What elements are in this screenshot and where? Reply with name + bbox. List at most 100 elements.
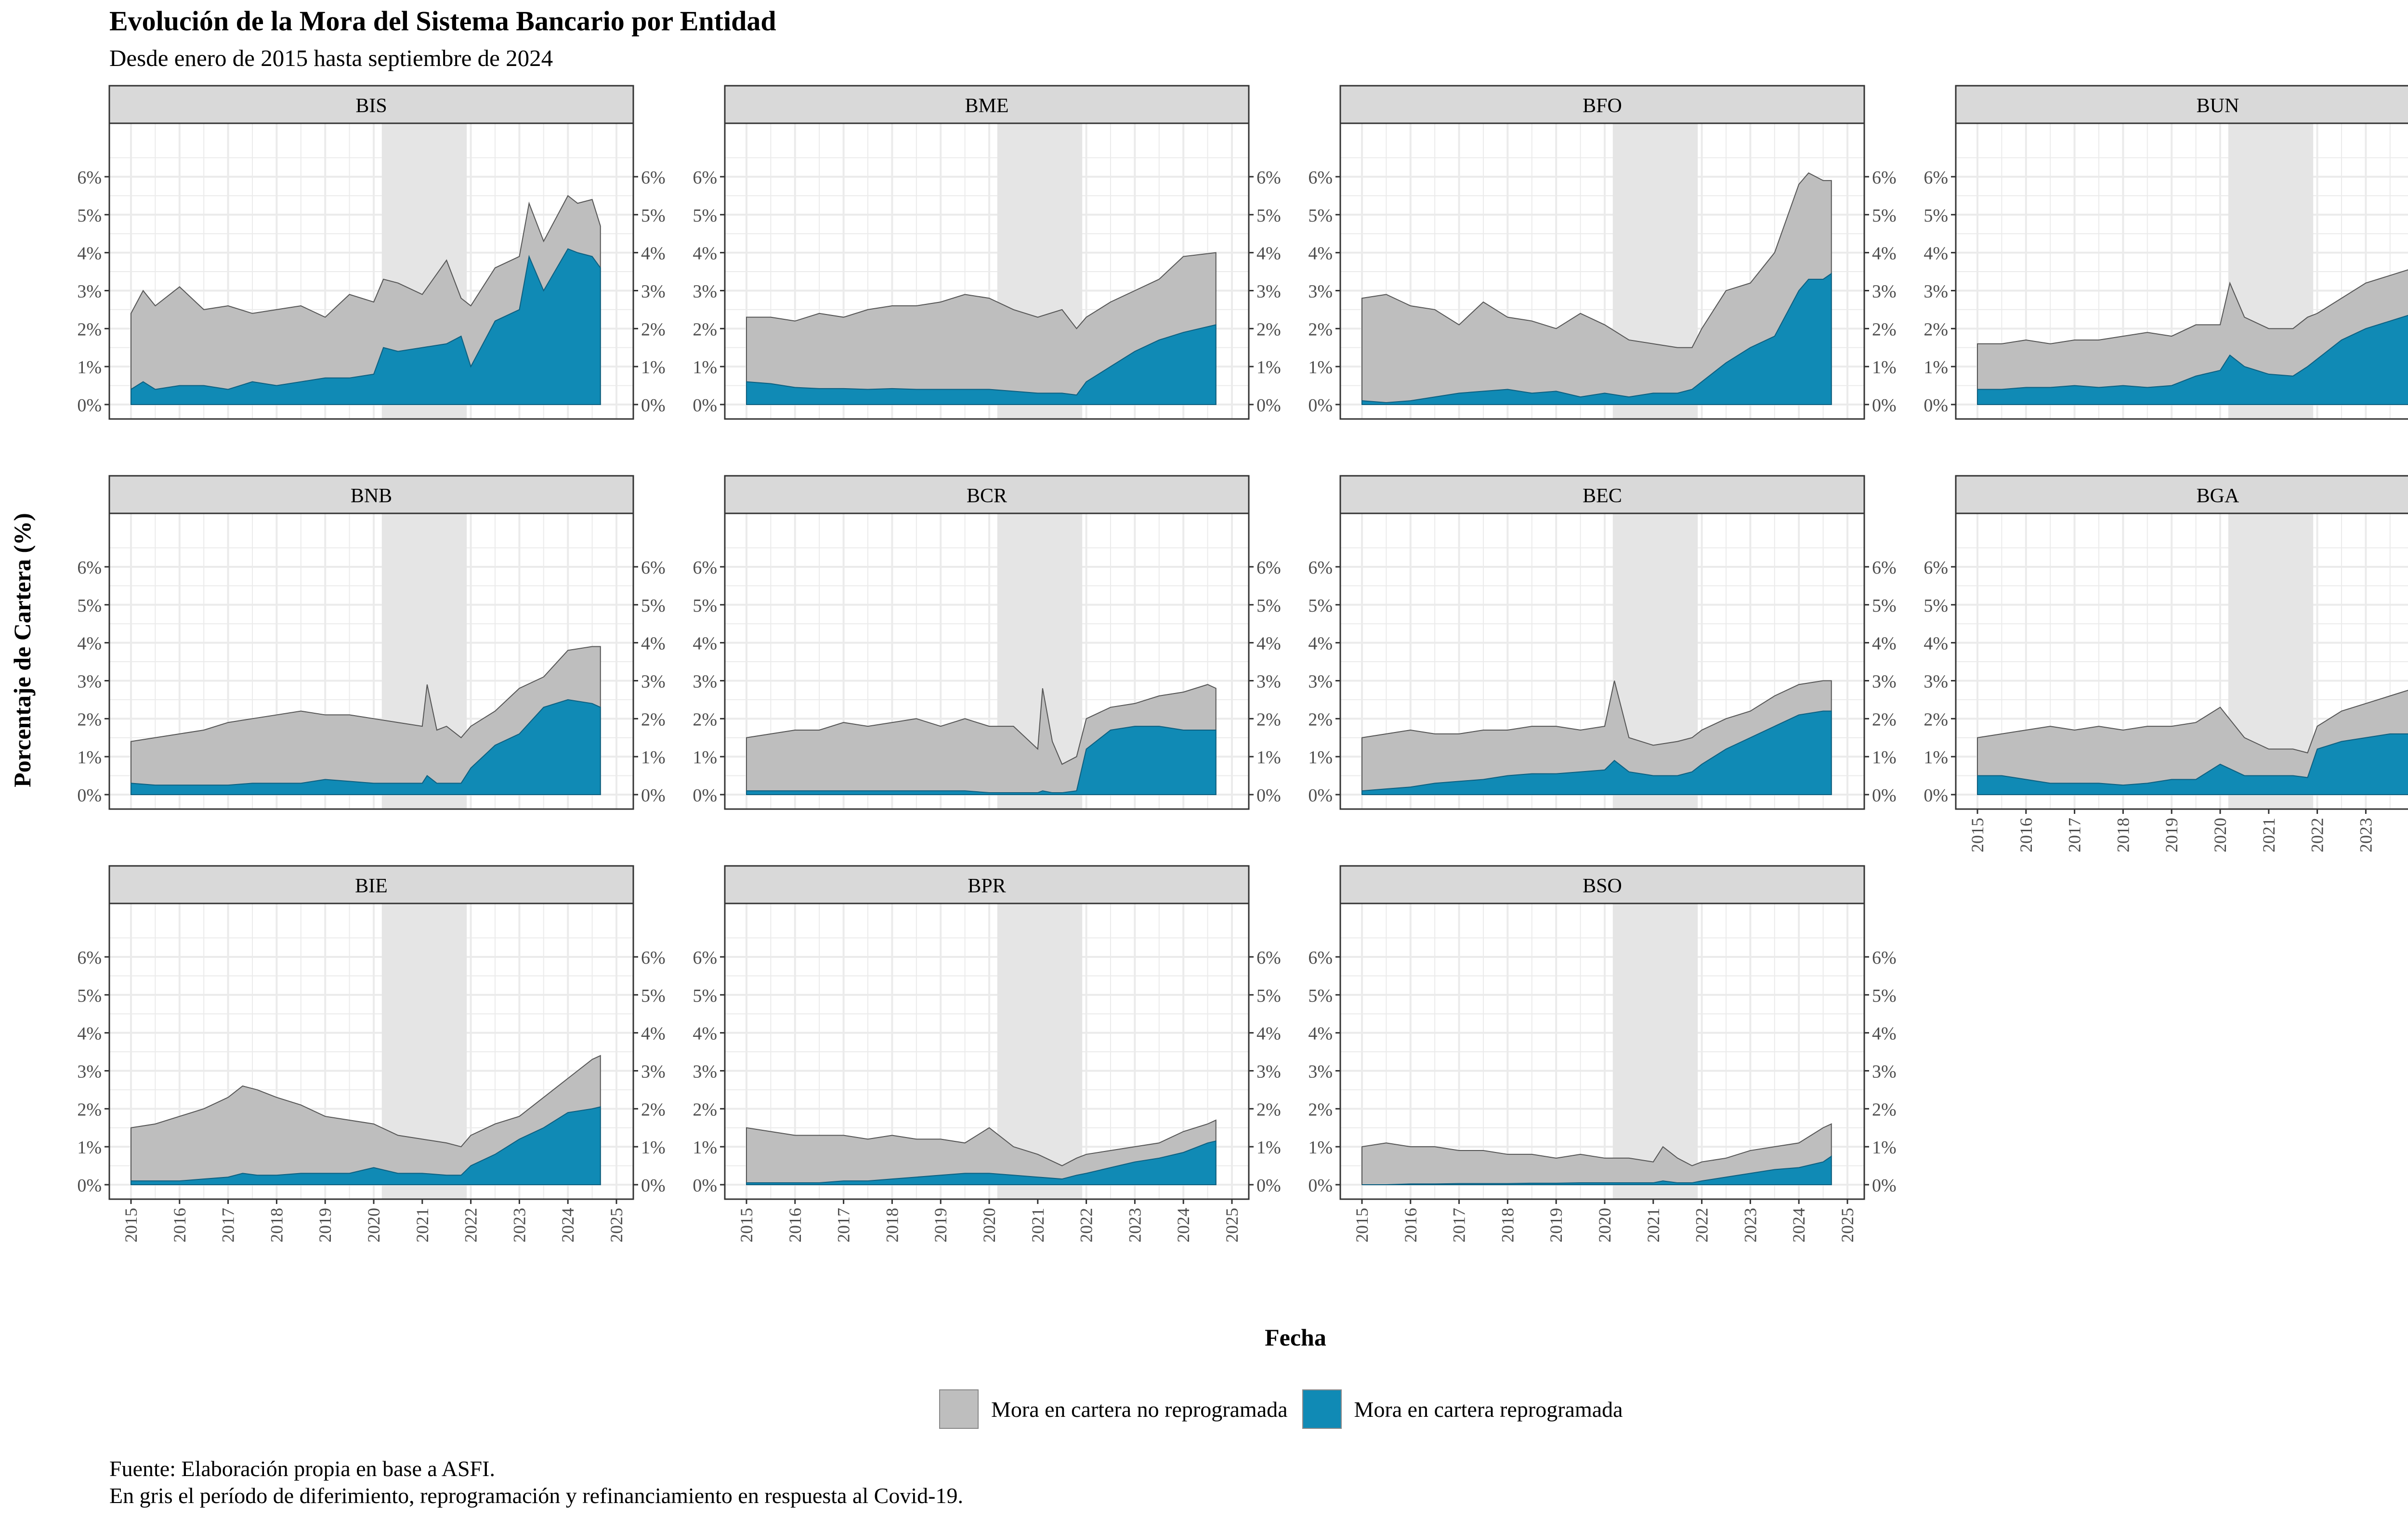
y-tick-label: 1% (1924, 357, 1948, 378)
y-tick-label: 5% (641, 206, 666, 226)
y-tick-label: 0% (1308, 785, 1333, 806)
x-tick-label: 2015 (1352, 1208, 1372, 1242)
x-tick-label: 2025 (607, 1208, 626, 1242)
facet-bme: BME 0% 0% 1% 1% 2% 2% 3% 3% 4% 4% 5% 5% 6% 6% (693, 85, 1281, 420)
y-tick-label: 0% (641, 1176, 666, 1196)
facet-bfo: BFO 0% 0% 1% 1% 2% 2% 3% 3% 4% 4% 5% 5% 6% 6% (1308, 85, 1897, 420)
y-tick-label: 6% (1872, 168, 1897, 188)
y-tick-label: 2% (1872, 709, 1897, 730)
y-tick-label: 1% (1872, 357, 1897, 378)
facet-strip-label: BUN (2197, 95, 2239, 117)
x-tick-label: 2022 (1077, 1208, 1096, 1242)
y-tick-label: 5% (1308, 206, 1333, 226)
y-tick-label: 6% (1924, 558, 1948, 578)
x-tick-label: 2017 (219, 1208, 238, 1242)
y-tick-label: 3% (1924, 281, 1948, 301)
caption-note: En gris el período de diferimiento, repr… (109, 1483, 963, 1508)
facet-strip-label: BPR (968, 875, 1006, 897)
x-axis-label: Fecha (1265, 1324, 1326, 1351)
y-tick-label: 2% (1872, 1099, 1897, 1120)
y-tick-label: 2% (1872, 319, 1897, 340)
area-reprogramada (1977, 733, 2408, 795)
x-tick-label: 2019 (315, 1208, 335, 1242)
y-tick-label: 6% (693, 558, 717, 578)
y-tick-label: 0% (1256, 785, 1281, 806)
y-tick-label: 0% (1872, 1176, 1897, 1196)
area-reprogramada (746, 1140, 1217, 1185)
area-reprogramada (131, 1106, 601, 1185)
area-no-reprogramada (746, 1119, 1217, 1185)
y-tick-label: 0% (693, 395, 717, 416)
y-tick-label: 3% (641, 1061, 666, 1082)
x-tick-label: 2022 (461, 1208, 481, 1242)
y-tick-label: 1% (77, 357, 102, 378)
y-tick-label: 5% (77, 596, 102, 616)
panel-border (1955, 122, 2408, 420)
y-tick-label: 1% (1872, 747, 1897, 768)
y-tick-label: 6% (693, 948, 717, 968)
y-tick-label: 0% (641, 395, 666, 416)
y-tick-label: 4% (1924, 634, 1948, 654)
x-tick-label: 2020 (2211, 818, 2230, 852)
y-tick-label: 5% (641, 596, 666, 616)
facet-strip-label: BSO (1583, 875, 1622, 897)
y-tick-label: 6% (1872, 948, 1897, 968)
y-tick-label: 2% (1256, 319, 1281, 340)
facet-strip-label: BIS (355, 95, 387, 117)
x-tick-label: 2021 (1644, 1208, 1663, 1242)
y-tick-label: 6% (641, 558, 666, 578)
y-tick-label: 5% (77, 206, 102, 226)
legend-item-reprogramada: Mora en cartera reprogramada (1302, 1389, 1623, 1429)
area-reprogramada (746, 324, 1217, 405)
y-tick-label: 1% (1256, 747, 1281, 768)
facet-strip (1339, 865, 1865, 904)
y-tick-label: 4% (1924, 244, 1948, 264)
y-tick-label: 0% (77, 1176, 102, 1196)
area-reprogramada (746, 726, 1217, 795)
y-tick-label: 4% (641, 1024, 666, 1044)
x-tick-label: 2017 (1450, 1208, 1469, 1242)
y-tick-label: 6% (1308, 168, 1333, 188)
facet-strip (1955, 85, 2408, 124)
y-tick-label: 1% (1308, 1138, 1333, 1158)
facet-bcr: BCR 0% 0% 1% 1% 2% 2% 3% 3% 4% 4% 5% 5% 6% 6% (693, 475, 1281, 810)
covid-period-shade (1612, 903, 1698, 1199)
y-tick-label: 5% (1256, 206, 1281, 226)
y-tick-label: 0% (1924, 395, 1948, 416)
y-tick-label: 6% (1872, 558, 1897, 578)
y-tick-label: 2% (693, 319, 717, 340)
panel-border (108, 902, 634, 1200)
y-tick-label: 4% (77, 244, 102, 264)
x-tick-label: 2017 (834, 1208, 853, 1242)
y-tick-label: 6% (77, 948, 102, 968)
y-tick-label: 6% (1924, 168, 1948, 188)
y-tick-label: 1% (1872, 1138, 1897, 1158)
panel-border (1339, 122, 1865, 420)
x-tick-label: 2024 (2405, 818, 2408, 852)
y-tick-label: 2% (77, 709, 102, 730)
area-reprogramada (1362, 1155, 1832, 1185)
y-tick-label: 4% (77, 1024, 102, 1044)
chart-subtitle: Desde enero de 2015 hasta septiembre de … (109, 45, 553, 71)
y-tick-label: 1% (693, 747, 717, 768)
y-tick-label: 6% (77, 168, 102, 188)
y-tick-label: 5% (641, 986, 666, 1006)
facet-strip-label: BGA (2197, 485, 2239, 507)
x-tick-label: 2016 (2016, 818, 2036, 852)
y-tick-label: 3% (1872, 1061, 1897, 1082)
y-tick-label: 2% (641, 1099, 666, 1120)
y-tick-label: 6% (1256, 558, 1281, 578)
y-tick-label: 4% (693, 1024, 717, 1044)
facet-strip (1955, 475, 2408, 514)
y-tick-label: 1% (77, 747, 102, 768)
legend-key-no-reprogramada (939, 1389, 979, 1429)
x-tick-label: 2015 (737, 1208, 756, 1242)
area-reprogramada (1977, 314, 2408, 405)
y-tick-label: 1% (1256, 1138, 1281, 1158)
y-tick-label: 2% (1256, 1099, 1281, 1120)
y-tick-label: 5% (1308, 986, 1333, 1006)
y-tick-label: 0% (1256, 1176, 1281, 1196)
y-tick-label: 0% (1924, 785, 1948, 806)
y-tick-label: 5% (693, 206, 717, 226)
